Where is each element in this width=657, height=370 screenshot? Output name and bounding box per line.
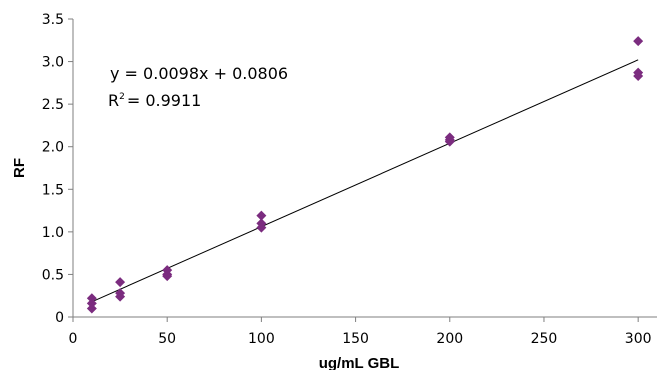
r-squared-label: R2 = 0.9911 [108,91,201,110]
x-ticks: 0 50 100 150 200 250 300 [69,317,652,347]
x-tick-label: 250 [531,331,558,347]
x-tick-label: 200 [436,331,463,347]
y-tick-label: 3.5 [42,12,64,28]
x-tick-label: 300 [625,331,652,347]
x-axis-title: ug/mL GBL [319,355,400,370]
axes [72,19,657,318]
data-point-diamond [633,36,644,47]
y-tick-label: 2.0 [42,140,64,156]
trendline [91,59,639,303]
y-axis-title: RF [11,158,28,178]
data-point-diamond [86,293,97,304]
x-tick-label: 50 [158,331,176,347]
data-point-diamond [633,71,644,82]
data-point-diamond [162,271,173,282]
r-squared-symbol: R [108,91,119,110]
x-tick-label: 0 [69,331,78,347]
r-squared-superscript: 2 [119,92,125,102]
data-markers [86,36,644,314]
y-tick-label: 2.5 [42,97,64,113]
x-tick-label: 150 [342,331,369,347]
y-ticks: 0 0.5 1.0 1.5 2.0 2.5 3.0 3.5 [42,12,73,326]
data-point-diamond [444,136,455,147]
y-tick-label: 0.5 [42,267,64,283]
data-point-diamond [256,222,267,233]
y-tick-label: 1.5 [42,182,64,198]
y-tick-label: 0 [55,310,64,326]
y-tick-label: 1.0 [42,225,64,241]
data-point-diamond [86,303,97,314]
y-tick-label: 3.0 [42,55,64,71]
x-tick-label: 100 [248,331,275,347]
data-point-diamond [256,210,267,221]
trendline-equation: y = 0.0098x + 0.0806 [110,64,288,83]
data-point-diamond [115,291,126,302]
data-point-diamond [86,298,97,309]
r-squared-value: = 0.9911 [127,91,201,110]
data-point-diamond [115,277,126,288]
